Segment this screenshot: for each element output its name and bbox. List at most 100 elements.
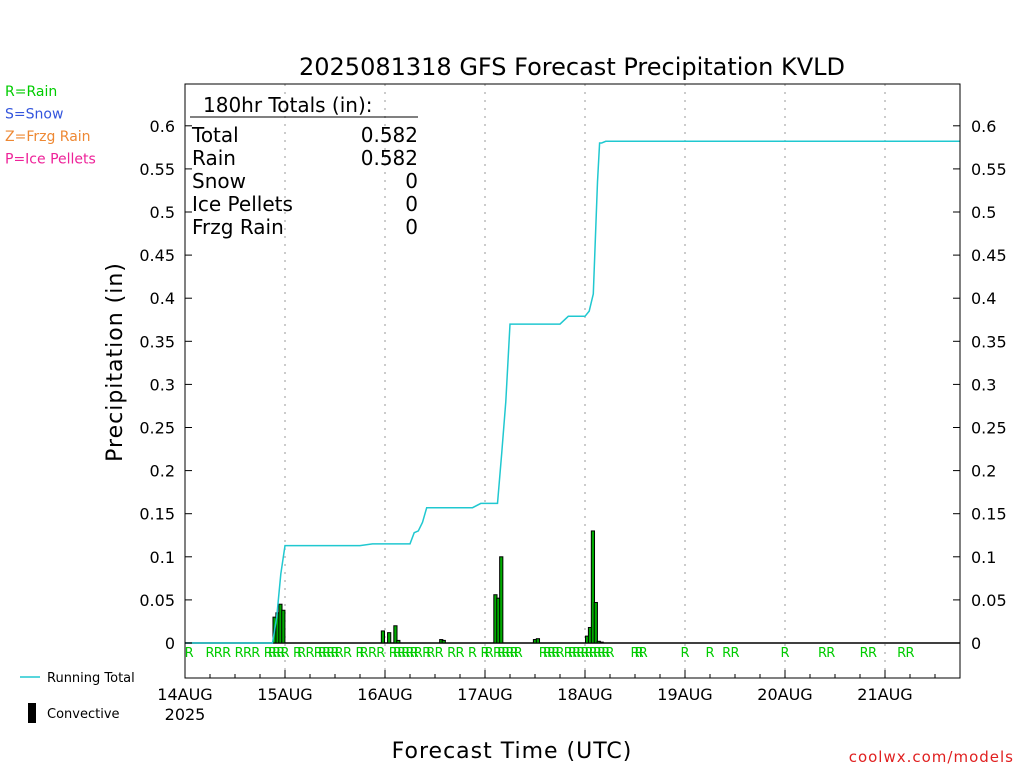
precip-type-marker: R	[639, 646, 648, 661]
precip-type-marker: R	[410, 646, 419, 661]
convective-bar	[380, 630, 386, 644]
convective-bar	[393, 625, 398, 644]
y-tick-label: 0.35	[139, 332, 175, 351]
precip-type-marker: R	[297, 646, 306, 661]
precip-type-marker: R	[235, 646, 244, 661]
precip-type-marker: R	[264, 646, 273, 661]
precip-type-marker: R	[485, 646, 494, 661]
precip-type-marker: R	[222, 646, 231, 661]
convective-bar	[535, 638, 541, 644]
precip-type-marker: R	[468, 646, 477, 661]
y-tick-label: 0.5	[971, 203, 996, 222]
x-tick-label: 19AUG	[657, 685, 712, 704]
y-tick-label: 0.1	[971, 548, 996, 567]
y-tick-label: 0.35	[971, 332, 1007, 351]
precip-type-marker: R	[868, 646, 877, 661]
convective-bar	[441, 639, 446, 644]
y-tick-label: 0.6	[150, 117, 175, 136]
precip-type-marker: R	[435, 646, 444, 661]
precip-type-marker: R	[389, 646, 398, 661]
totals-row-value: 0.582	[361, 123, 418, 147]
y-axis-right-ticks: 0 0.05 0.1 0.15 0.2 0.25 0.3 0.35 0.4 0.45 0.5 0.55…	[953, 117, 1007, 653]
totals-row-label: Ice Pellets	[192, 192, 293, 216]
bottom-legend: Running Total Convective	[20, 671, 135, 723]
convective-bar	[281, 609, 286, 644]
x-tick-label: 17AUG	[457, 685, 512, 704]
precip-type-marker: R	[576, 646, 585, 661]
chart-title: 2025081318 GFS Forecast Precipitation KV…	[299, 53, 845, 81]
precip-type-marker: R	[314, 646, 323, 661]
precip-type-marker: R	[393, 646, 402, 661]
precip-type-marker: R	[705, 646, 714, 661]
y-axis-left-ticks: 0 0.05 0.1 0.15 0.2 0.25 0.3 0.35 0.4 0.45 0.5 0.55…	[139, 117, 192, 653]
precip-type-marker: R	[568, 646, 577, 661]
y-tick-label: 0.05	[971, 591, 1007, 610]
precip-type-marker: R	[455, 646, 464, 661]
totals-row-label: Total	[191, 123, 239, 147]
convective-swatch	[28, 703, 36, 723]
convective-bars	[272, 530, 604, 644]
x-axis-label: Forecast Time (UTC)	[392, 739, 633, 764]
x-tick-label: 16AUG	[357, 685, 412, 704]
convective-bar	[599, 641, 604, 644]
precip-type-marker: R	[414, 646, 423, 661]
x-axis-ticks: 14AUG 15AUG 16AUG 17AUG 18AUG 19AUG 20AUG 21AUG…	[157, 670, 961, 724]
precip-type-marker: R	[243, 646, 252, 661]
x-tick-label: 20AUG	[757, 685, 812, 704]
precip-type-marker: R	[551, 646, 560, 661]
y-tick-label: 0.55	[971, 160, 1007, 179]
precip-type-marker: R	[205, 646, 214, 661]
y-tick-label: 0.15	[971, 505, 1007, 524]
precip-type-marker: R	[326, 646, 335, 661]
type-legend-item: P=Ice Pellets	[5, 152, 96, 168]
x-tick-label: 18AUG	[557, 685, 612, 704]
totals-box: 180hr Totals (in): Total 0.582 Rain 0.582 Sn…	[190, 93, 418, 239]
convective-bar	[499, 556, 504, 644]
running-total-line	[185, 140, 960, 644]
x-tick-label: 21AUG	[857, 685, 912, 704]
precip-type-marker: R	[555, 646, 564, 661]
precip-type-marker: R	[447, 646, 456, 661]
precip-type-marker: R	[343, 646, 352, 661]
totals-row-label: Frzg Rain	[192, 215, 284, 239]
y-tick-label: 0.5	[150, 203, 175, 222]
y-tick-label: 0	[971, 634, 981, 653]
totals-row-value: 0	[405, 169, 418, 193]
convective-bar	[593, 601, 598, 644]
running-total-legend-label: Running Total	[47, 671, 135, 686]
y-tick-label: 0.1	[150, 548, 175, 567]
y-tick-label: 0.25	[139, 419, 175, 438]
precip-type-marker: R	[497, 646, 506, 661]
precip-type-marker: R	[564, 646, 573, 661]
type-legend-item: S=Snow	[5, 107, 63, 123]
precip-type-marker: R	[826, 646, 835, 661]
precip-type-marker: R	[268, 646, 277, 661]
precip-type-marker: R	[185, 646, 194, 661]
precip-type-marker: R	[572, 646, 581, 661]
precip-type-marker: R	[514, 646, 523, 661]
precip-type-marker: R	[589, 646, 598, 661]
precip-type-marker: R	[480, 646, 489, 661]
precip-type-marker: R	[593, 646, 602, 661]
precip-type-marker: R	[543, 646, 552, 661]
precip-type-marker: R	[730, 646, 739, 661]
y-tick-label: 0.4	[150, 289, 175, 308]
plot-frame	[184, 83, 961, 679]
y-tick-label: 0.05	[139, 591, 175, 610]
precip-type-marker: R	[501, 646, 510, 661]
precip-type-marker: R	[251, 646, 260, 661]
precip-type-marker: R	[585, 646, 594, 661]
precip-type-marker: R	[493, 646, 502, 661]
grid-lines	[185, 84, 960, 678]
x-tick-label: 14AUG	[157, 685, 212, 704]
precip-type-marker: R	[601, 646, 610, 661]
y-tick-label: 0.15	[139, 505, 175, 524]
precip-type-marker: R	[630, 646, 639, 661]
y-tick-label: 0.2	[150, 462, 175, 481]
y-tick-label: 0	[165, 634, 175, 653]
precip-type-marker: R	[318, 646, 327, 661]
totals-header: 180hr Totals (in):	[203, 93, 373, 117]
totals-row-label: Snow	[192, 169, 246, 193]
precip-type-marker: R	[905, 646, 914, 661]
